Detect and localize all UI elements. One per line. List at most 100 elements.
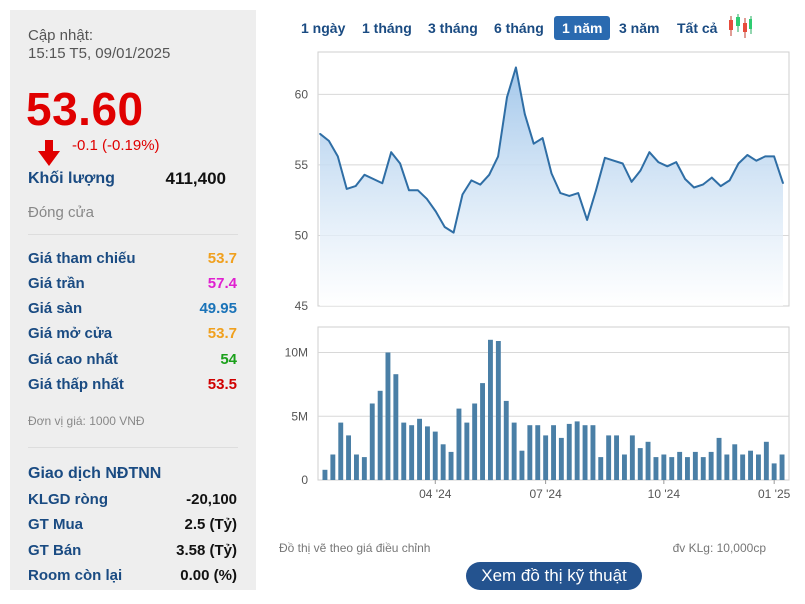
price-point	[328, 140, 330, 142]
volume-bar	[330, 454, 336, 480]
open-price-row: Giá mở cửa 53.7	[28, 325, 237, 345]
ref-price-row: Giá tham chiếu 53.7	[28, 250, 237, 270]
volume-bar	[724, 454, 730, 480]
row-label: Giá sàn	[28, 300, 83, 317]
price-point	[497, 155, 499, 158]
x-tick-label: 10 '24	[648, 487, 681, 501]
volume-bar	[354, 454, 359, 480]
price-tick-label: 45	[295, 299, 309, 313]
volume-bar	[756, 454, 761, 480]
price-point	[773, 155, 775, 158]
volume-bar	[614, 435, 619, 480]
volume-bar	[385, 352, 391, 480]
volume-bar	[369, 403, 375, 480]
low-price-row: Giá thấp nhất 53.5	[28, 376, 237, 396]
row-label: KLGD ròng	[28, 491, 108, 508]
volume-bar	[732, 444, 738, 480]
update-time: 15:15 T5, 09/01/2025	[28, 45, 171, 62]
tab-3-years[interactable]: 3 năm	[619, 20, 660, 36]
price-point	[755, 159, 758, 162]
x-tick-label: 07 '24	[529, 487, 562, 501]
volume-label: Khối lượng	[28, 170, 115, 187]
price-point	[337, 155, 339, 158]
row-label: Giá cao nhất	[28, 351, 119, 368]
stock-summary-panel: Cập nhật: 15:15 T5, 09/01/2025 53.60 -0.…	[10, 10, 256, 590]
market-status: Đóng cửa	[28, 204, 94, 221]
divider	[28, 234, 238, 235]
volume-bar	[598, 457, 604, 480]
volume-bar	[685, 457, 690, 480]
down-arrow-icon	[38, 140, 60, 166]
price-point	[345, 188, 348, 190]
row-label: Giá tham chiếu	[28, 250, 136, 267]
price-point	[710, 176, 713, 179]
price-tick-label: 50	[295, 228, 309, 242]
volume-bar	[606, 435, 612, 480]
price-point	[764, 155, 766, 158]
foreign-net-volume-row: KLGD ròng -20,100	[28, 491, 237, 511]
tab-1-month[interactable]: 1 tháng	[362, 20, 412, 36]
volume-bar	[425, 426, 430, 480]
price-point	[372, 178, 375, 180]
price-point	[541, 137, 544, 139]
tab-all[interactable]: Tất cả	[677, 20, 718, 36]
price-point	[577, 192, 580, 194]
x-tick-label: 04 '24	[419, 487, 452, 501]
volume-bar	[677, 451, 683, 480]
volume-bar	[653, 457, 659, 480]
volume-bar	[645, 441, 651, 481]
row-label: GT Bán	[28, 542, 82, 559]
row-value: -20,100	[186, 491, 237, 508]
row-label: GT Mua	[28, 516, 83, 533]
price-point	[506, 96, 508, 98]
price-point	[363, 173, 366, 176]
volume-tick-label: 10M	[285, 346, 308, 360]
adjusted-price-note: Đồ thị vẽ theo giá điều chỉnh	[279, 541, 431, 555]
price-point	[621, 162, 624, 165]
price-point	[613, 159, 615, 162]
price-point	[532, 142, 535, 145]
volume-bar	[779, 454, 785, 480]
volume-bar	[740, 454, 746, 480]
tab-3-months[interactable]: 3 tháng	[428, 20, 478, 36]
price-area	[320, 67, 783, 306]
price-point	[737, 162, 740, 165]
volume-bar	[692, 451, 698, 480]
volume-bar	[558, 437, 564, 480]
price-point	[443, 226, 446, 228]
tab-1-day[interactable]: 1 ngày	[301, 20, 346, 36]
price-point	[693, 186, 695, 189]
divider	[28, 447, 238, 448]
price-point	[488, 173, 490, 176]
volume-bar	[535, 425, 541, 480]
price-point	[461, 193, 464, 196]
price-change: -0.1 (-0.19%)	[72, 137, 160, 154]
volume-bar	[432, 431, 438, 480]
volume-bar	[748, 450, 753, 480]
volume-bar	[527, 425, 533, 480]
price-tick-label: 55	[295, 158, 309, 172]
volume-bar	[661, 454, 667, 480]
technical-chart-button[interactable]: Xem đồ thị kỹ thuật	[466, 562, 642, 590]
volume-unit-note: đv KLg: 10,000cp	[672, 541, 766, 555]
volume-bar	[440, 444, 446, 480]
volume-bar	[629, 435, 635, 480]
price-point	[479, 183, 482, 186]
candlestick-icon[interactable]	[727, 14, 753, 38]
price-point	[630, 181, 633, 183]
price-point	[399, 162, 401, 165]
price-point	[417, 189, 419, 192]
price-point	[470, 179, 473, 182]
tab-6-months[interactable]: 6 tháng	[494, 20, 544, 36]
price-point	[434, 210, 437, 213]
price-point	[719, 185, 722, 187]
row-value: 2.5 (Tỷ)	[184, 516, 237, 533]
volume-bar	[495, 341, 501, 480]
stock-chart: 45 50 55 60 0 5M 10M 04 '24 07 '24 10 '24 01 '25	[285, 51, 791, 501]
price-point	[639, 169, 642, 172]
volume-bar	[700, 457, 706, 480]
tab-1-year[interactable]: 1 năm	[554, 16, 611, 40]
volume-tick-label: 5M	[291, 409, 308, 423]
price-point	[746, 154, 749, 156]
update-label: Cập nhật:	[28, 27, 94, 44]
